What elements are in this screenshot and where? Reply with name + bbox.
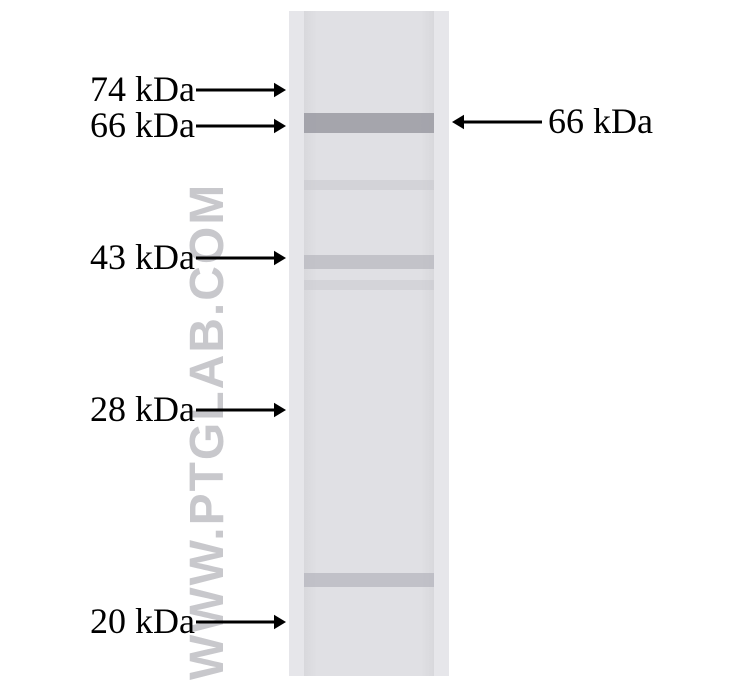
molecular-weight-label: 28 kDa xyxy=(45,388,195,430)
molecular-weight-label: 66 kDa xyxy=(45,104,195,146)
gel-band xyxy=(304,113,434,133)
gel-band xyxy=(304,280,434,290)
western-blot-figure: WWW.PTGLAB.COM 74 kDa 66 kDa 43 kDa 28 k… xyxy=(0,0,740,698)
target-band-label: 66 kDa xyxy=(548,100,653,142)
gel-band xyxy=(304,573,434,587)
gel-bands-container xyxy=(304,11,434,676)
gel-band xyxy=(304,180,434,190)
molecular-weight-label: 20 kDa xyxy=(45,600,195,642)
gel-band xyxy=(304,255,434,269)
molecular-weight-label: 43 kDa xyxy=(45,236,195,278)
